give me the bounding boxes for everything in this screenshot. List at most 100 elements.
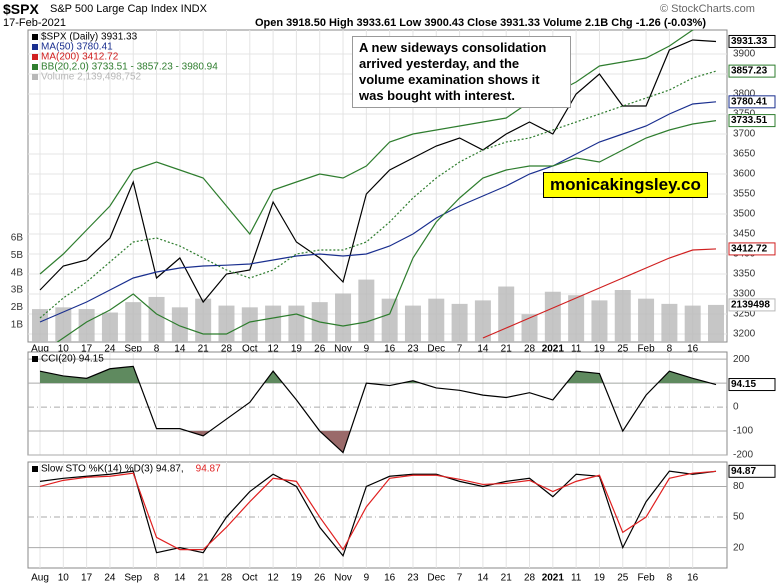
volume-bar (101, 312, 118, 342)
series-line (39, 470, 717, 557)
value-tag-box (728, 114, 776, 128)
x-tick-label: 14 (174, 344, 186, 355)
y-tick-label: 3250 (733, 309, 756, 320)
legend-entry: Volume 2,139,498,752 (41, 72, 142, 83)
y2-tick-label: 6B (11, 233, 24, 244)
y-tick-label: 3350 (733, 269, 756, 280)
x-tick-label: 25 (617, 344, 629, 355)
panel (27, 351, 728, 456)
x-tick-label: 28 (524, 573, 536, 584)
x-tick-label: 28 (221, 344, 233, 355)
x-tick-label: 16 (687, 344, 699, 355)
x-tick-label: 2021 (542, 344, 565, 355)
x-tick-label: Aug (31, 344, 49, 355)
series-line (39, 70, 717, 319)
x-tick-label: 16 (384, 573, 396, 584)
x-tick-label: Aug (31, 573, 49, 584)
volume-bar (614, 290, 631, 342)
y-tick-label: 3500 (733, 209, 756, 220)
x-tick-label: 16 (687, 573, 699, 584)
value-tag-box (728, 464, 776, 478)
y-tick-label: 3550 (733, 189, 756, 200)
x-tick-label: 14 (477, 573, 489, 584)
x-tick-label: 28 (524, 344, 536, 355)
value-tag: 3931.33 (731, 36, 768, 47)
volume-bar (638, 298, 655, 342)
x-tick-label: 9 (364, 344, 370, 355)
legend-swatch (32, 466, 38, 472)
x-tick-label: Dec (427, 344, 445, 355)
volume-bar (521, 314, 538, 342)
volume-bar (684, 305, 701, 342)
volume-bar (661, 303, 678, 342)
x-tick-label: 23 (407, 344, 419, 355)
x-tick-label: Feb (637, 573, 655, 584)
volume-bar (404, 305, 421, 342)
legend-entry: MA(200) 3412.72 (41, 52, 119, 63)
series-line (482, 248, 717, 339)
legend-swatch (32, 34, 38, 40)
volume-bar (241, 307, 258, 342)
y2-tick-label: 5B (11, 250, 24, 261)
volume-bar (451, 303, 468, 342)
x-tick-label: 24 (104, 573, 116, 584)
legend-swatch (32, 64, 38, 70)
legend-entry: CCI(20) 94.15 (41, 354, 104, 365)
volume-bar (358, 279, 375, 342)
legend-entry: BB(20,2.0) 3733.51 - 3857.23 - 3980.94 (41, 62, 218, 73)
series-line (56, 120, 717, 342)
series-line (39, 39, 717, 304)
x-tick-label: 10 (58, 344, 70, 355)
volume-bar (498, 286, 515, 342)
x-tick-label: 17 (81, 344, 93, 355)
x-tick-label: Oct (242, 573, 258, 584)
x-tick-label: Nov (334, 573, 352, 584)
plot (39, 365, 717, 454)
series-line (39, 30, 695, 275)
volume-bar (591, 300, 608, 342)
x-tick-label: 21 (501, 344, 513, 355)
x-tick-label: 14 (477, 344, 489, 355)
volume-bar (195, 298, 212, 342)
volume-bar (78, 309, 95, 342)
volume-bar (288, 305, 305, 342)
y-tick-label: 3800 (733, 89, 756, 100)
x-tick-label: 21 (501, 573, 513, 584)
volume-bar (171, 307, 188, 342)
x-tick-label: 11 (571, 344, 582, 355)
value-tag: 3412.72 (731, 244, 768, 255)
x-tick-label: 26 (314, 344, 326, 355)
volume-bar (55, 307, 72, 342)
value-tag: 2139498 (731, 300, 770, 311)
volume-bar (428, 298, 445, 342)
series-line (39, 365, 717, 454)
x-tick-label: 11 (571, 573, 582, 584)
volume-bar (708, 304, 724, 342)
x-tick-label: 9 (364, 573, 370, 584)
value-tag-box (728, 64, 776, 78)
legend-swatch (32, 74, 38, 80)
legend-swatch (32, 44, 38, 50)
legend-entry: MA(50) 3780.41 (41, 42, 113, 53)
volume-bar (568, 295, 585, 342)
symbol: $SPX (3, 1, 39, 17)
x-tick-label: Feb (637, 344, 655, 355)
x-tick-label: 24 (104, 344, 116, 355)
y-tick-label: 3300 (733, 289, 756, 300)
y2-tick-label: 1B (11, 319, 24, 330)
plot (39, 470, 717, 557)
annotation: A new sideways consolidation arrived yes… (352, 36, 571, 108)
value-tag-box (728, 242, 776, 256)
y-tick-label: 80 (733, 481, 745, 492)
legend-entry: Slow STO %K(14) %D(3) 94.87, (41, 464, 184, 475)
x-tick-label: 23 (407, 573, 419, 584)
y-tick-label: 3900 (733, 49, 756, 60)
series-line (39, 470, 717, 551)
volume-bar (218, 305, 235, 342)
legend-swatch (32, 356, 38, 362)
volume-bar (474, 300, 491, 342)
x-tick-label: 19 (291, 344, 303, 355)
value-tag: 3857.23 (731, 66, 768, 77)
